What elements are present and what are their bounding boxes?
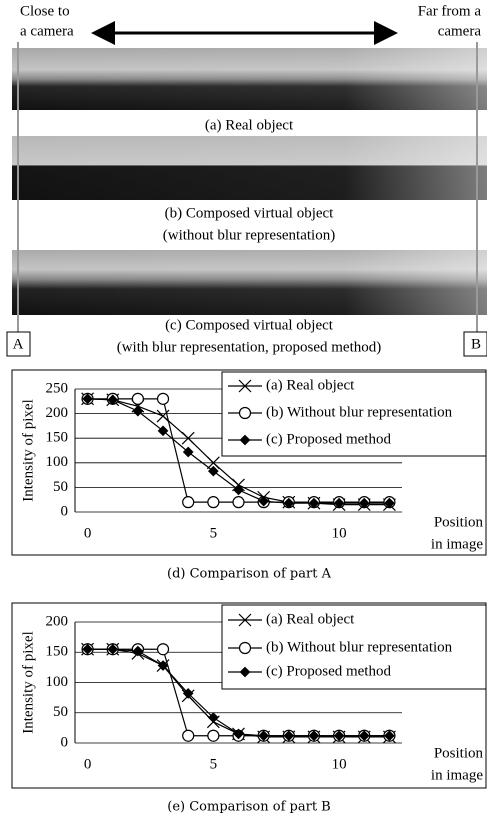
legend-label: (b) Without blur representation: [266, 639, 453, 655]
legend-label: (b) Without blur representation: [266, 404, 453, 420]
x-tick-label: 10: [332, 525, 347, 541]
x-axis-label: in image: [431, 536, 483, 552]
page: A B Close to a camera Far from a camera (a) …: [0, 0, 487, 816]
x-tick-label: 0: [84, 756, 92, 772]
y-tick-label: 100: [46, 674, 69, 690]
point-marker: [158, 393, 169, 404]
point-marker: [183, 730, 194, 741]
y-tick-label: 200: [46, 613, 69, 629]
y-axis-label: Intensity of pixel: [20, 399, 36, 501]
panel-caption: (c) Composed virtual object: [165, 317, 334, 333]
marker-label: B: [471, 336, 481, 352]
x-axis-label: in image: [431, 767, 483, 783]
strip-shade: [12, 136, 487, 200]
header-right: Far from a: [418, 3, 482, 19]
y-tick-label: 100: [46, 454, 69, 470]
strip-shade: [12, 48, 487, 110]
point-marker: [158, 644, 169, 655]
header-left: a camera: [20, 23, 74, 39]
strip-shade: [12, 250, 487, 315]
y-tick-label: 150: [46, 644, 69, 660]
x-axis-label: Position: [434, 514, 484, 530]
x-tick-label: 0: [84, 525, 92, 541]
y-tick-label: 50: [53, 479, 68, 495]
point-marker: [240, 643, 251, 654]
chart-caption: (d) Comparison of part A: [167, 567, 332, 582]
x-axis-label: Position: [434, 745, 484, 761]
y-tick-label: 150: [46, 430, 69, 446]
y-axis-label: Intensity of pixel: [20, 631, 36, 733]
marker-label: A: [13, 336, 24, 352]
legend-label: (c) Proposed method: [266, 663, 391, 679]
panel-caption: (with blur representation, proposed meth…: [117, 339, 382, 355]
header-left: Close to: [20, 3, 70, 19]
x-tick-label: 5: [210, 756, 218, 772]
y-tick-label: 50: [53, 704, 68, 720]
y-tick-label: 0: [61, 734, 69, 750]
point-marker: [208, 497, 219, 508]
panel-caption: (without blur representation): [163, 227, 335, 243]
y-tick-label: 250: [46, 380, 69, 396]
point-marker: [183, 497, 194, 508]
chart-caption: (e) Comparison of part B: [167, 800, 330, 815]
panel-caption: (b) Composed virtual object: [165, 205, 335, 221]
y-tick-label: 200: [46, 405, 69, 421]
x-tick-label: 5: [210, 525, 218, 541]
legend-label: (c) Proposed method: [266, 431, 391, 447]
point-marker: [208, 730, 219, 741]
point-marker: [233, 497, 244, 508]
legend-label: (a) Real object: [266, 377, 355, 393]
legend-label: (a) Real object: [266, 611, 355, 627]
x-tick-label: 10: [332, 756, 347, 772]
y-tick-label: 0: [61, 503, 69, 519]
header-right: camera: [438, 23, 482, 39]
point-marker: [240, 408, 251, 419]
figure: A B Close to a camera Far from a camera (a) …: [0, 0, 487, 816]
point-marker: [132, 393, 143, 404]
panel-caption: (a) Real object: [205, 117, 294, 133]
